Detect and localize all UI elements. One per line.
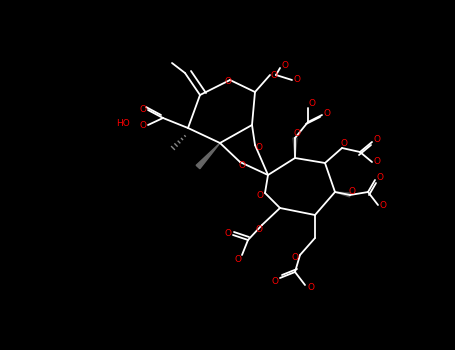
Text: O: O xyxy=(238,161,246,170)
Text: O: O xyxy=(293,76,300,84)
Polygon shape xyxy=(293,138,297,158)
Text: O: O xyxy=(256,142,263,152)
Text: O: O xyxy=(257,190,263,199)
Text: O: O xyxy=(271,70,278,79)
Text: O: O xyxy=(379,201,386,210)
Text: O: O xyxy=(140,120,147,130)
Text: O: O xyxy=(292,253,298,262)
Polygon shape xyxy=(335,192,350,197)
Text: O: O xyxy=(272,276,278,286)
Text: O: O xyxy=(282,61,288,70)
Text: O: O xyxy=(224,77,232,86)
Text: O: O xyxy=(349,188,355,196)
Text: O: O xyxy=(374,135,380,145)
Text: O: O xyxy=(340,140,348,148)
Text: O: O xyxy=(224,229,232,238)
Text: O: O xyxy=(140,105,147,114)
Text: O: O xyxy=(324,110,330,119)
Text: O: O xyxy=(374,158,380,167)
Text: O: O xyxy=(293,128,300,138)
Text: O: O xyxy=(308,284,314,293)
Polygon shape xyxy=(196,143,220,169)
Text: HO: HO xyxy=(116,119,130,128)
Text: O: O xyxy=(256,225,263,234)
Text: O: O xyxy=(376,174,384,182)
Text: O: O xyxy=(234,256,242,265)
Text: O: O xyxy=(308,98,315,107)
